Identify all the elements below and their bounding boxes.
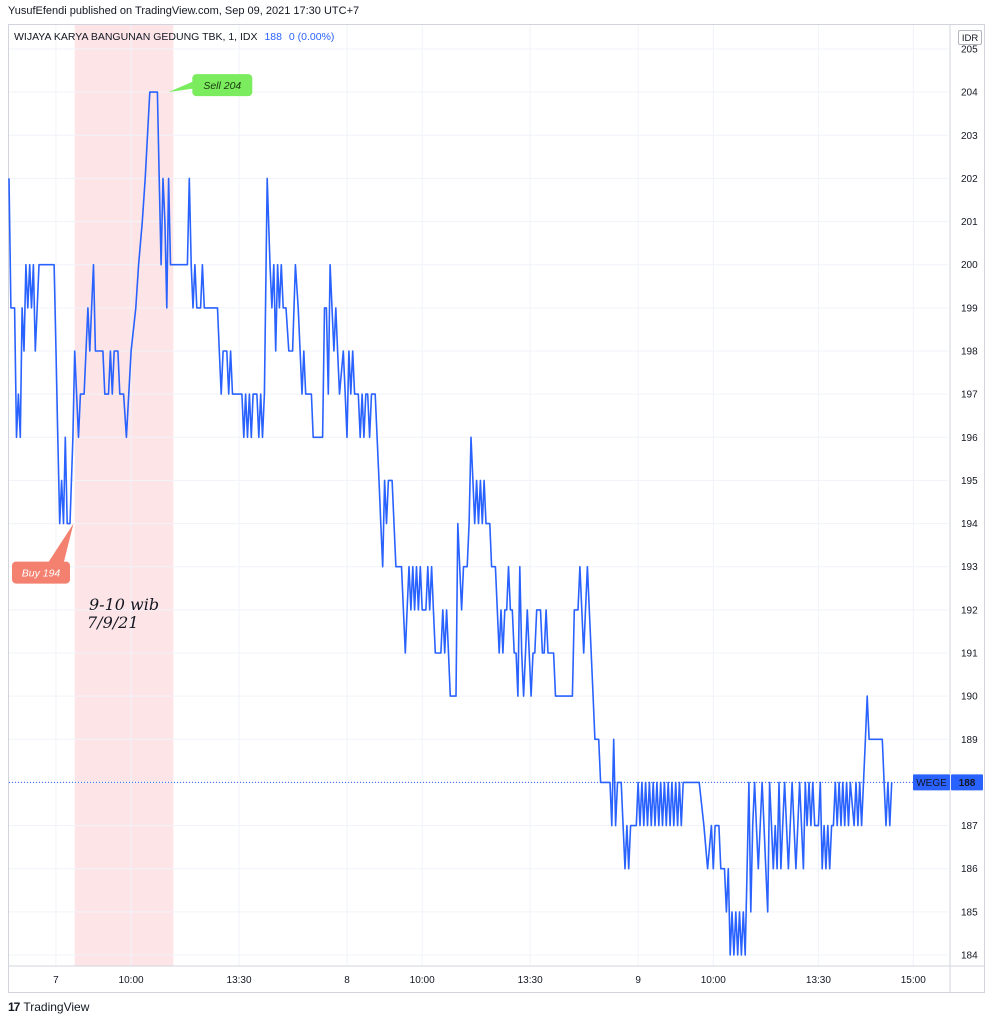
x-tick-label: 9 (635, 975, 641, 986)
buy-callout-pointer (47, 523, 74, 564)
x-tick-label: 15:00 (901, 975, 926, 986)
footer-brand[interactable]: 17 TradingView (8, 1000, 89, 1014)
buy-label: Buy 194 (22, 568, 61, 580)
symbol-legend: WIJAYA KARYA BANGUNAN GEDUNG TBK, 1, IDX… (14, 31, 334, 43)
tradingview-logo-icon: 17 (8, 1000, 20, 1014)
y-tick-label: 199 (961, 303, 978, 314)
y-tick-label: 184 (961, 951, 978, 962)
y-tick-label: 197 (961, 390, 978, 401)
symbol-name: WIJAYA KARYA BANGUNAN GEDUNG TBK, 1, IDX (14, 31, 258, 43)
y-tick-label: 205 (961, 45, 978, 56)
sell-callout: Sell 204 (168, 74, 253, 97)
x-tick-label: 10:00 (701, 975, 726, 986)
y-tick-label: 196 (961, 433, 978, 444)
ticker-tag-bg (913, 774, 950, 791)
y-tick-label: 187 (961, 821, 978, 832)
x-tick-label: 13:30 (806, 975, 831, 986)
highlight-band (74, 25, 174, 966)
x-tick-label: 13:30 (518, 975, 543, 986)
x-tick-label: 7 (53, 975, 59, 986)
y-tick-label: 204 (961, 88, 978, 99)
chart-frame (8, 24, 985, 993)
price-series-line[interactable] (8, 91, 893, 956)
y-tick-label: 195 (961, 476, 978, 487)
y-tick-label: 200 (961, 260, 978, 271)
note-time: 9-10 wib (89, 595, 159, 614)
x-tick-label: 13:30 (227, 975, 252, 986)
last-price-badge: 188 (951, 774, 983, 791)
note-date: 7/9/21 (87, 613, 139, 632)
buy-callout: Buy 194 (12, 523, 74, 584)
footer-brand-label: TradingView (23, 1000, 90, 1014)
x-tick-label: 8 (344, 975, 350, 986)
symbol-price: 188 (264, 31, 282, 43)
y-tick-label: 185 (961, 907, 978, 918)
y-tick-label: 203 (961, 131, 978, 142)
sell-label: Sell 204 (203, 80, 241, 92)
x-tick-label: 10:00 (119, 975, 144, 986)
last-price-label: 188 (959, 778, 976, 789)
y-tick-label: 192 (961, 605, 978, 616)
y-tick-label: 201 (961, 217, 978, 228)
y-tick-label: 202 (961, 174, 978, 185)
ticker-label: WEGE (916, 778, 947, 789)
sell-callout-pointer (168, 80, 197, 93)
y-tick-label: 190 (961, 692, 978, 703)
y-tick-label: 194 (961, 519, 978, 530)
sell-callout-bg (192, 74, 253, 97)
currency-badge[interactable]: IDR (958, 30, 982, 45)
y-tick-label: 191 (961, 649, 978, 660)
y-tick-label: 186 (961, 864, 978, 875)
buy-callout-bg (12, 561, 70, 584)
publisher-credit: YusufEfendi published on TradingView.com… (8, 5, 360, 17)
x-tick-label: 10:00 (410, 975, 435, 986)
symbol-change: 0 (0.00%) (288, 31, 335, 43)
last-price-badge-bg (951, 774, 983, 791)
ticker-tag: WEGE (913, 774, 950, 791)
y-tick-label: 198 (961, 347, 978, 358)
y-tick-label: 193 (961, 562, 978, 573)
y-tick-label: 189 (961, 735, 978, 746)
